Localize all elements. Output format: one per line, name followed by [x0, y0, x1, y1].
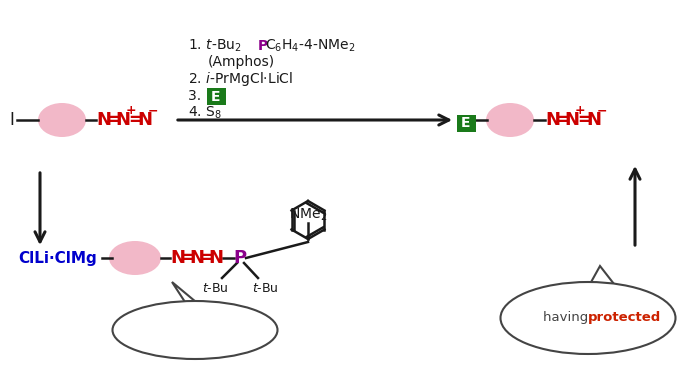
Text: $t$-Bu: $t$-Bu [202, 282, 228, 294]
Ellipse shape [486, 103, 534, 137]
Text: −: − [148, 104, 158, 118]
Text: =: = [128, 111, 142, 129]
Text: ClLi·ClMg: ClLi·ClMg [19, 251, 97, 265]
Text: E: E [461, 116, 470, 130]
Text: various electrophiles: various electrophiles [125, 332, 265, 344]
Text: =: = [577, 111, 591, 129]
Polygon shape [172, 282, 196, 302]
Text: having: having [543, 311, 592, 324]
FancyBboxPatch shape [457, 115, 476, 132]
Text: 4. S$_8$: 4. S$_8$ [188, 105, 222, 121]
Text: N: N [564, 111, 580, 129]
Text: −: − [596, 104, 608, 118]
Text: =: = [180, 249, 194, 267]
Text: NMe$_2$: NMe$_2$ [289, 207, 327, 223]
Text: P: P [258, 39, 268, 53]
Text: N: N [209, 249, 223, 267]
FancyBboxPatch shape [207, 88, 226, 105]
Text: azide moiety: azide moiety [540, 327, 636, 339]
Text: Reacted with: Reacted with [152, 316, 239, 328]
Text: $t$-Bu: $t$-Bu [251, 282, 279, 294]
Ellipse shape [113, 301, 277, 359]
Text: N: N [137, 111, 153, 129]
Ellipse shape [500, 282, 676, 354]
Text: P: P [233, 249, 246, 267]
Text: N: N [190, 249, 204, 267]
Text: +: + [126, 104, 136, 118]
Text: N: N [545, 111, 561, 129]
Text: E: E [211, 90, 220, 104]
Text: 3.: 3. [188, 89, 206, 103]
Ellipse shape [109, 241, 161, 275]
Text: N: N [171, 249, 186, 267]
Text: Grignard reagents: Grignard reagents [527, 297, 649, 310]
Ellipse shape [38, 103, 86, 137]
Text: I: I [10, 111, 15, 129]
Text: C$_6$H$_4$-4-NMe$_2$: C$_6$H$_4$-4-NMe$_2$ [265, 38, 356, 54]
Text: +: + [575, 104, 585, 118]
Text: =: = [106, 111, 120, 129]
Text: N: N [587, 111, 601, 129]
Text: =: = [199, 249, 213, 267]
Text: 2. $\it{i}$-PrMgCl·LiCl: 2. $\it{i}$-PrMgCl·LiCl [188, 70, 293, 88]
Polygon shape [590, 266, 614, 284]
Text: protected: protected [588, 311, 662, 324]
Text: (Amphos): (Amphos) [208, 55, 275, 69]
Text: N: N [97, 111, 111, 129]
Text: 1. $\it{t}$-Bu$_2$: 1. $\it{t}$-Bu$_2$ [188, 38, 241, 54]
Text: =: = [555, 111, 569, 129]
Text: N: N [116, 111, 130, 129]
